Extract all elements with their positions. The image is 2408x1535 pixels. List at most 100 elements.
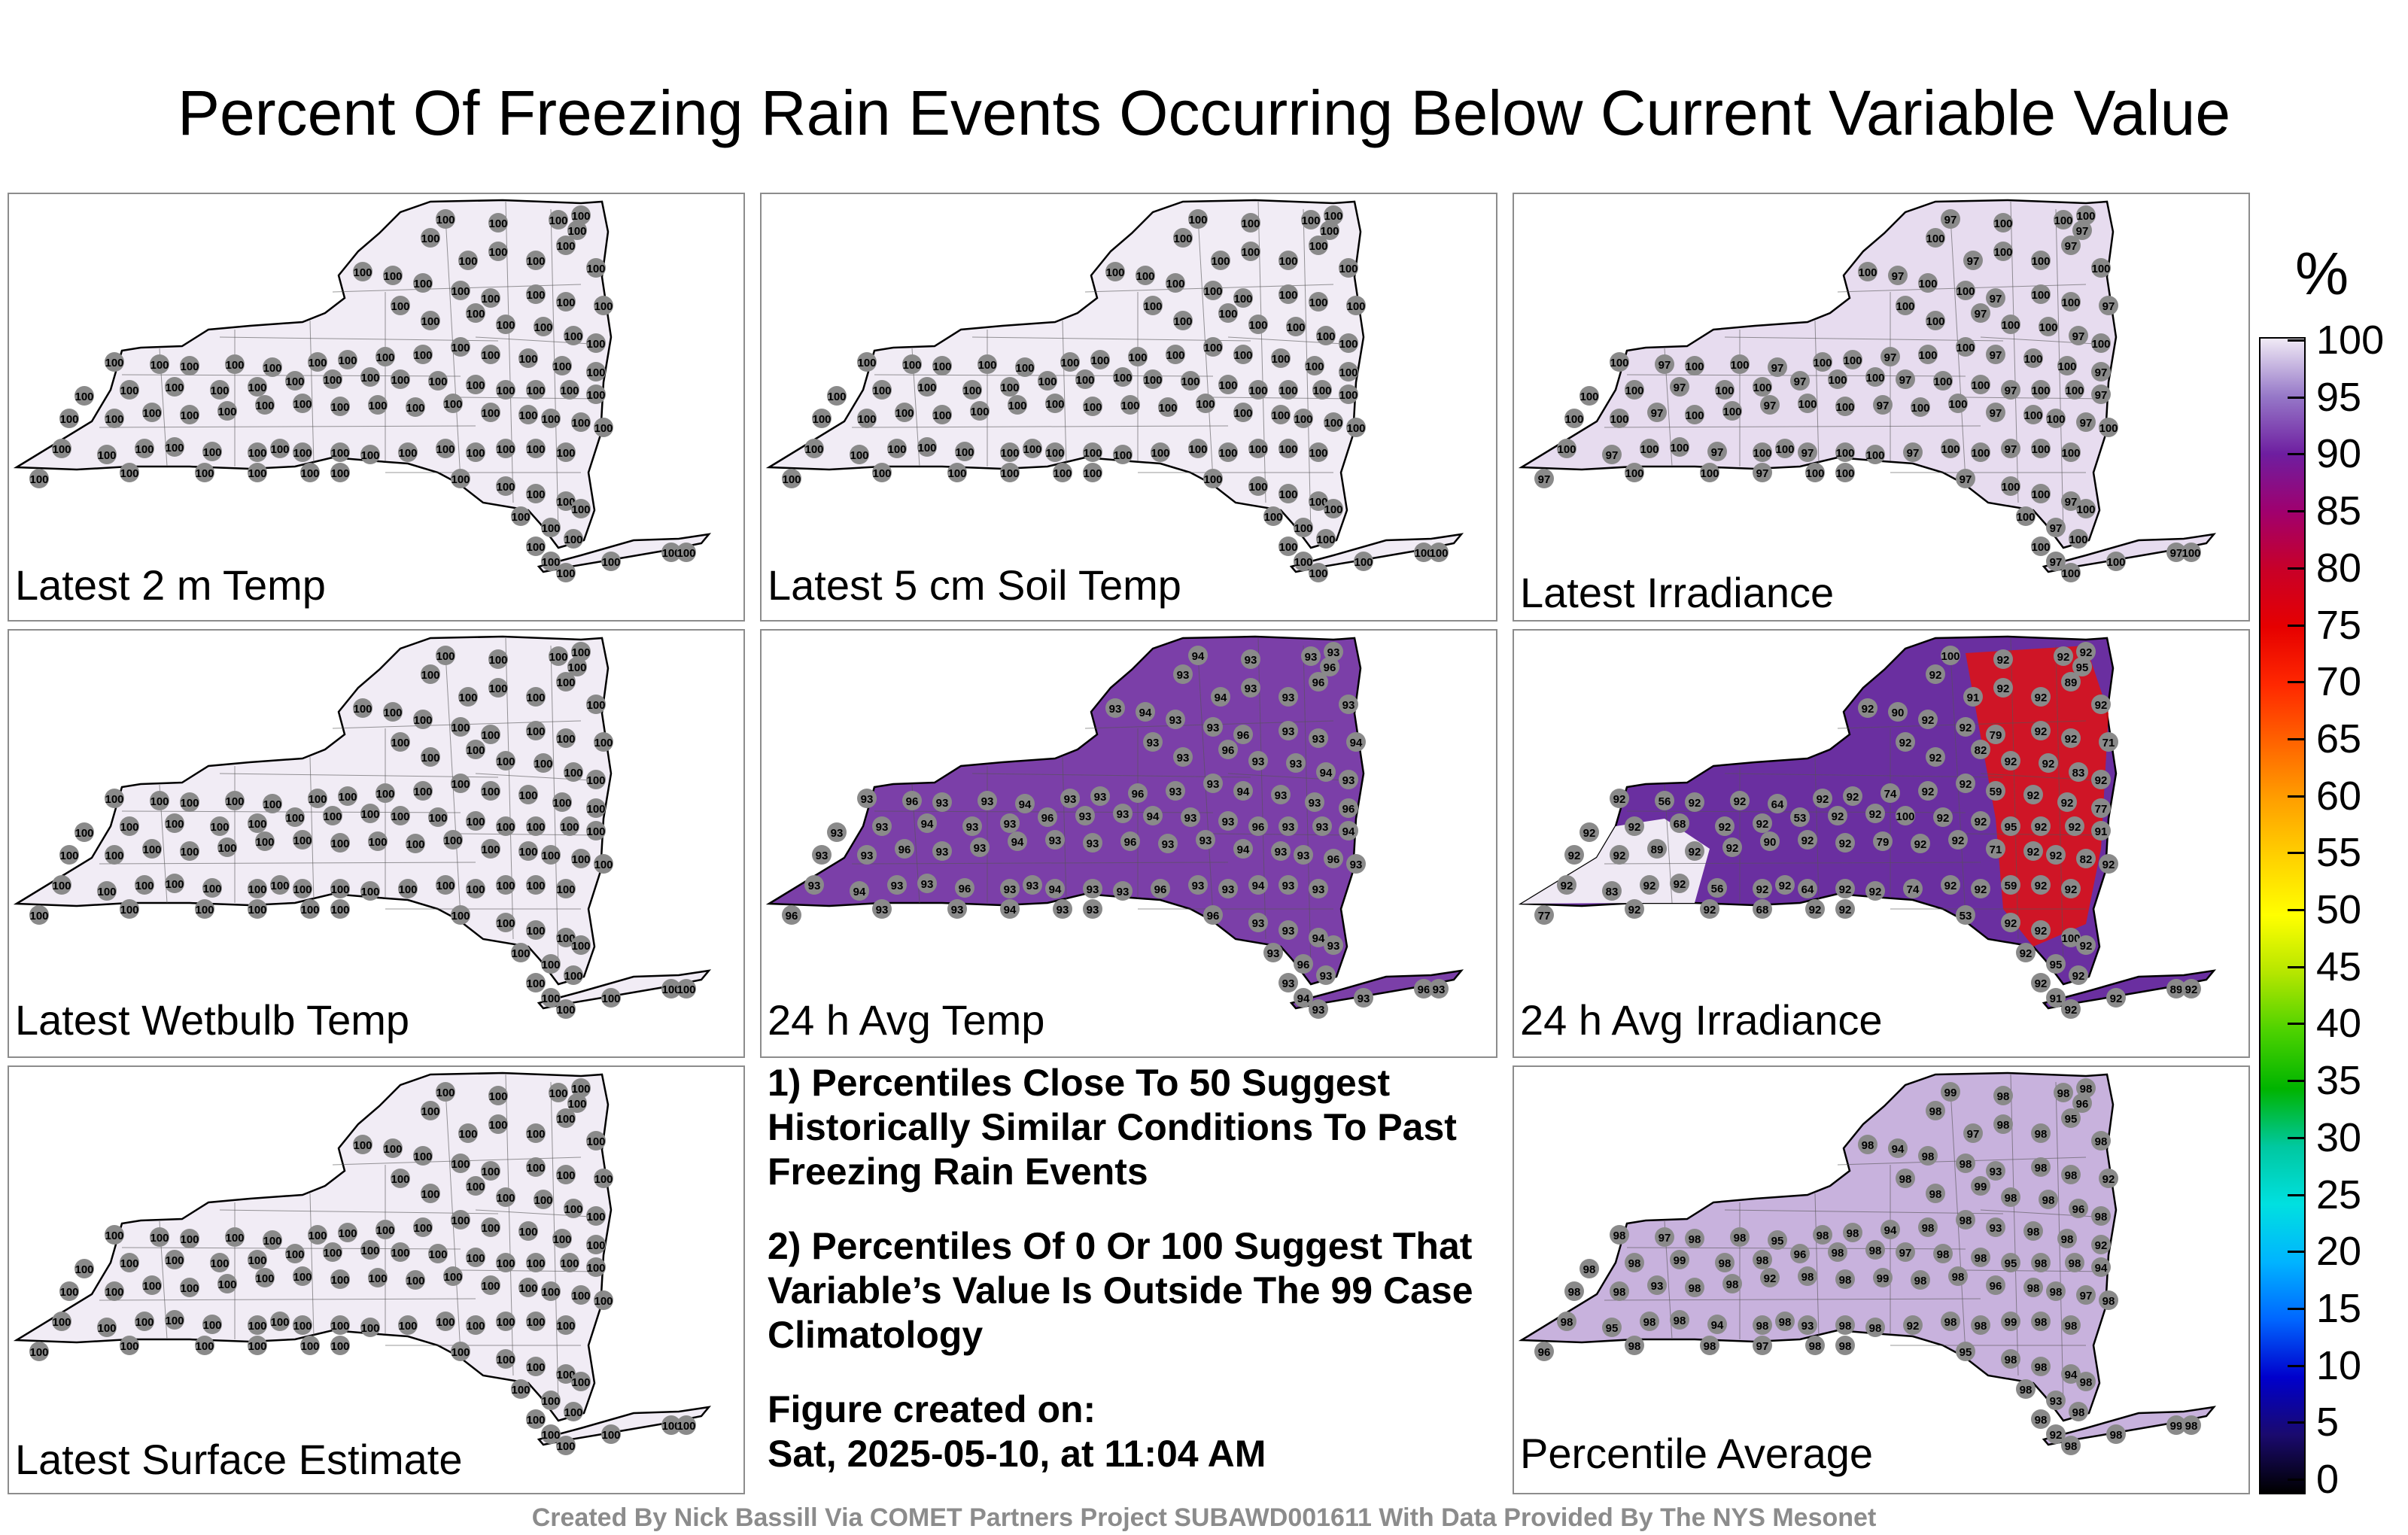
county-border [99,862,476,865]
county-border [219,773,499,778]
station-value: 100 [59,850,78,862]
station-value: 100 [541,413,560,426]
station-value: 96 [1132,788,1145,801]
station-value: 98 [1613,1286,1626,1299]
station-marker [661,1415,681,1435]
station-value: 100 [1233,407,1252,420]
station-value: 98 [2027,1226,2040,1239]
station-value: 100 [421,669,439,682]
station-value: 100 [518,846,537,859]
station-marker [2031,1123,2051,1143]
station-value: 97 [2050,522,2063,535]
station-marker [1888,266,1908,285]
station-value: 100 [293,834,312,847]
station-value: 94 [1237,786,1250,798]
station-value: 100 [571,1376,590,1389]
station-value: 100 [2061,447,2080,460]
station-marker [2031,973,2051,992]
station-value: 100 [1625,385,1643,397]
station-marker [1346,418,1366,437]
station-value: 100 [541,959,560,971]
station-value: 100 [406,402,424,415]
station-marker [391,369,410,389]
station-value: 100 [782,473,801,486]
station-marker [1918,1217,1938,1237]
station-value: 93 [1177,669,1190,682]
colorbar-tick [2288,795,2306,798]
station-value: 93 [1305,651,1318,664]
station-value: 98 [2065,1440,2078,1453]
station-value: 100 [165,442,184,454]
station-marker [165,1250,184,1269]
station-marker [1196,394,1215,413]
station-value: 100 [1865,449,1884,462]
station-value: 100 [541,1429,560,1442]
station-marker [180,1229,199,1248]
station-marker [2039,317,2058,336]
station-marker [586,821,606,840]
station-value: 100 [142,1280,161,1293]
station-value: 98 [1929,1188,1942,1201]
station-marker [255,831,275,851]
station-value: 100 [556,733,575,746]
station-value: 92 [2057,651,2070,664]
station-value: 100 [270,443,289,456]
station-value: 100 [323,1247,342,1260]
station-marker [1926,311,1945,330]
station-value: 100 [195,1340,214,1353]
station-value: 100 [1000,467,1019,480]
station-marker [1753,1336,1772,1355]
station-value: 100 [567,225,586,238]
station-marker [2181,543,2201,562]
station-value: 93 [1342,699,1355,712]
station-value: 98 [2035,1162,2048,1175]
county-border [1227,773,1357,782]
station-value: 100 [248,467,266,480]
station-marker [308,789,327,808]
station-marker [248,1250,267,1269]
station-marker [932,356,952,375]
station-marker [571,1285,591,1305]
station-value: 100 [74,1263,93,1276]
station-value: 100 [1324,210,1342,223]
station-value: 97 [1794,375,1807,388]
station-marker [1640,875,1659,895]
station-value: 100 [2031,541,2050,554]
station-value: 100 [330,883,349,896]
station-value: 92 [1726,842,1739,855]
station-marker [2023,1278,2043,1297]
station-value: 100 [466,883,485,896]
station-value: 100 [443,834,462,847]
station-value: 92 [2110,992,2123,1005]
station-marker [443,1266,463,1286]
station-value: 100 [947,467,966,480]
station-marker [1888,1138,1908,1158]
station-marker [466,442,485,462]
station-value: 100 [511,947,530,960]
station-value: 100 [74,827,93,840]
station-marker [552,1229,572,1248]
colorbar-tick [2288,453,2306,456]
station-marker [1309,491,1328,511]
station-marker [1926,1184,1945,1203]
station-value: 100 [481,1280,500,1293]
station-value: 100 [217,842,236,855]
station-marker [2001,1253,2020,1272]
station-marker [1557,875,1576,895]
station-marker [1798,1266,1817,1286]
station-value: 100 [1278,541,1297,554]
station-value: 97 [1659,359,1671,372]
station-marker [29,905,49,925]
station-value: 93 [1342,774,1355,787]
station-value: 100 [210,821,229,834]
station-value: 100 [556,1004,575,1017]
station-value: 100 [661,1420,680,1433]
station-value: 100 [165,381,184,394]
colorbar-tick-label: 100 [2316,318,2385,363]
station-value: 100 [466,744,485,757]
station-value: 100 [496,385,515,397]
station-value: 97 [1990,349,2002,362]
county-border [1814,1193,1820,1339]
station-marker [549,1083,568,1102]
